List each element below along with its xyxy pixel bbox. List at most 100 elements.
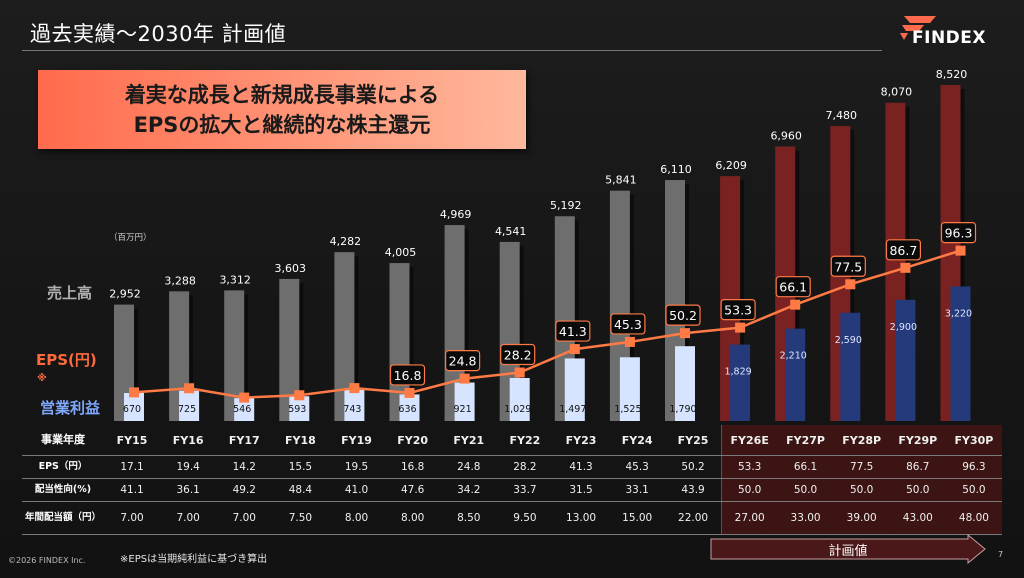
- eps-value-label: 16.8: [394, 368, 422, 383]
- table-cell: 96.3: [945, 455, 1002, 479]
- table-cell: 47.6: [384, 478, 441, 502]
- table-cell: 8.50: [440, 501, 497, 535]
- eps-value-label: 53.3: [724, 303, 752, 318]
- eps-label-box: [555, 320, 591, 342]
- table-cell: 41.0: [328, 478, 385, 502]
- operating-profit-value-label: 1,790: [669, 404, 696, 415]
- eps-line: [133, 249, 961, 399]
- table-row-eps: EPS（円） 17.1 19.4 14.2 15.5 19.5 16.8 24.…: [22, 455, 1002, 479]
- eps-point: [790, 299, 801, 310]
- row-label: 年間配当額（円）: [22, 501, 104, 535]
- performance-chart: 2,952 3,288 3,312 3,603 4,282 4,005 4,969 4,541…: [109, 68, 977, 422]
- logo-text: FINDEX: [912, 28, 986, 48]
- table-cell: 77.5: [833, 455, 890, 479]
- operating-profit-bar: [895, 299, 916, 421]
- table-cell: 33.1: [609, 478, 666, 502]
- eps-label-box: [665, 304, 701, 326]
- operating-profit-value-label: 546: [233, 404, 251, 415]
- year-cell: FY15: [104, 425, 161, 456]
- sales-value-label: 2,952: [109, 288, 141, 301]
- row-label: 配当性向(%): [22, 478, 104, 502]
- operating-profit-bar: [950, 286, 971, 421]
- operating-profit-value-label: 593: [288, 404, 306, 415]
- table-cell: 7.00: [104, 501, 161, 535]
- table-cell: 24.8: [440, 455, 497, 479]
- eps-value-label: 66.1: [779, 280, 807, 295]
- operating-profit-value-label: 636: [398, 404, 416, 415]
- eps-label-box: [720, 298, 756, 321]
- eps-label-box: [610, 313, 646, 335]
- title-divider: [22, 50, 882, 51]
- sales-value-label: 4,282: [330, 235, 362, 248]
- sales-bar: [334, 252, 355, 421]
- sales-value-label: 6,110: [660, 163, 692, 176]
- year-cell: FY22: [496, 425, 553, 456]
- operating-profit-bar: [785, 328, 806, 421]
- table-cell: 7.50: [272, 501, 329, 535]
- operating-profit-bar: [619, 357, 640, 421]
- table-header-fiscal-year: 事業年度: [22, 425, 104, 456]
- table-cell: 34.2: [440, 478, 497, 502]
- sales-value-label: 3,603: [275, 262, 307, 275]
- operating-profit-bar: [124, 393, 144, 421]
- eps-point: [624, 336, 635, 347]
- table-row-payout-ratio: 配当性向(%) 41.1 36.1 49.2 48.4 41.0 47.6 34…: [22, 478, 1002, 502]
- year-cell: FY20: [384, 425, 441, 456]
- year-cell: FY19: [328, 425, 385, 456]
- table-cell: 17.1: [104, 455, 161, 479]
- eps-label-box: [830, 255, 866, 277]
- sales-value-label: 4,541: [495, 225, 527, 238]
- table-cell: 33.00: [777, 501, 834, 535]
- year-cell: FY23: [553, 425, 610, 456]
- operating-profit-bar: [344, 389, 365, 421]
- legend-eps: EPS(円): [36, 351, 97, 369]
- eps-point: [514, 367, 525, 378]
- eps-point: [955, 245, 966, 256]
- operating-profit-bar: [675, 346, 695, 421]
- eps-point: [349, 383, 360, 394]
- table-cell: 48.4: [272, 478, 329, 502]
- eps-label-box: [445, 350, 481, 372]
- sales-value-label: 7,480: [826, 109, 858, 122]
- sales-value-label: 3,288: [164, 274, 196, 287]
- eps-value-label: 41.3: [559, 324, 587, 339]
- row-label: EPS（円）: [22, 455, 104, 479]
- table-cell: 41.1: [104, 478, 161, 502]
- eps-point: [900, 262, 911, 273]
- table-cell: 15.00: [609, 501, 666, 535]
- year-cell: FY30P: [945, 425, 1002, 456]
- sales-bar: [444, 225, 465, 421]
- eps-label-box: [500, 343, 536, 366]
- year-cell: FY28P: [833, 425, 890, 456]
- banner-line-2: EPSの拡大と継続的な株主還元: [133, 112, 431, 137]
- financial-table: 事業年度 FY15 FY16 FY17 FY18 FY19 FY20 FY21 …: [22, 425, 1002, 535]
- operating-profit-value-label: 670: [123, 404, 141, 415]
- year-cell: FY17: [216, 425, 273, 456]
- eps-value-label: 45.3: [614, 317, 642, 332]
- sales-value-label: 6,209: [715, 159, 747, 172]
- findex-logo-icon: [900, 16, 936, 40]
- table-cell: 50.0: [720, 478, 778, 502]
- eps-value-label: 86.7: [889, 243, 917, 258]
- table-cell: 39.00: [833, 501, 890, 535]
- year-cell: FY27P: [777, 425, 834, 456]
- table-cell: 19.5: [328, 455, 385, 479]
- year-cell: FY24: [609, 425, 666, 456]
- eps-value-label: 50.2: [669, 308, 697, 323]
- sales-value-label: 8,520: [936, 68, 968, 81]
- eps-label-box: [940, 222, 977, 244]
- eps-point: [294, 390, 305, 401]
- eps-point: [680, 328, 690, 339]
- headline-banner: 着実な成長と新規成長事業による EPSの拡大と継続的な株主還元: [38, 70, 526, 149]
- eps-point: [735, 322, 746, 333]
- operating-profit-value-label: 1,525: [614, 404, 641, 415]
- operating-profit-value-label: 1,497: [559, 404, 586, 415]
- table-cell: 14.2: [216, 455, 273, 479]
- eps-label-box: [389, 364, 426, 386]
- table-cell: 33.7: [496, 478, 553, 502]
- table-cell: 50.0: [889, 478, 946, 502]
- table-cell: 15.5: [272, 455, 329, 479]
- operating-profit-bar: [509, 377, 530, 421]
- sales-value-label: 3,312: [219, 273, 251, 286]
